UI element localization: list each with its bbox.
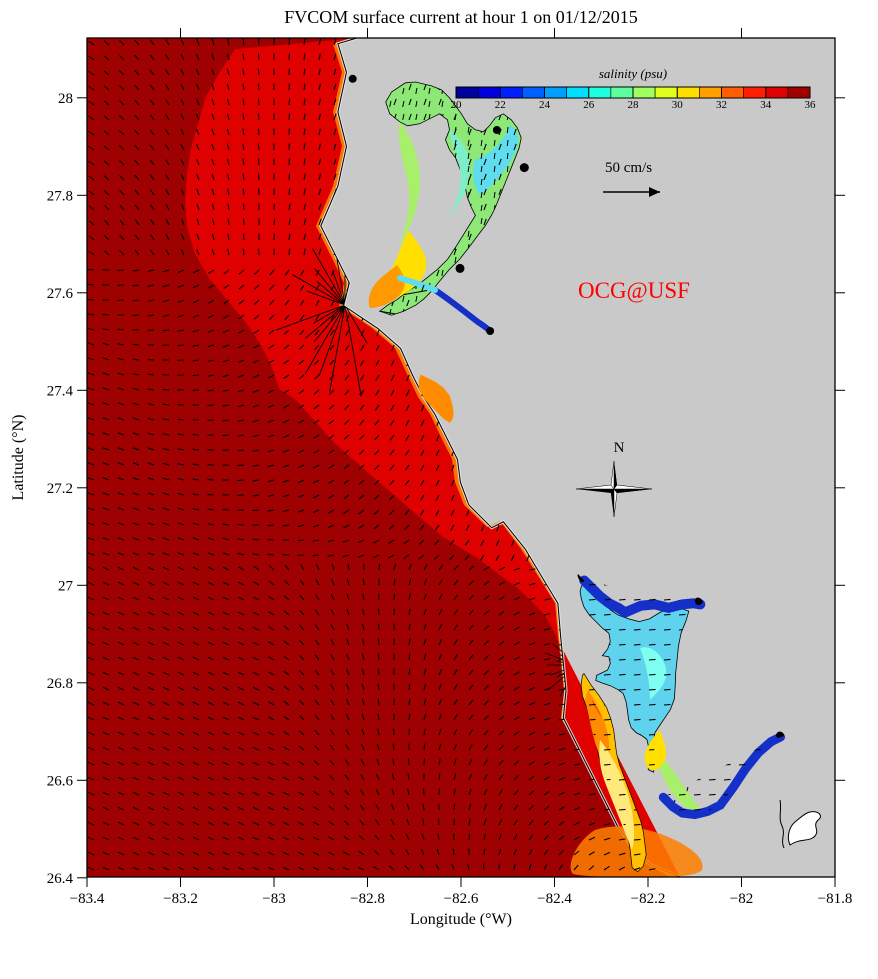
svg-text:27.8: 27.8 — [47, 188, 73, 204]
svg-text:26.4: 26.4 — [47, 871, 74, 887]
svg-text:50 cm/s: 50 cm/s — [605, 160, 652, 176]
svg-text:Longitude (°W): Longitude (°W) — [410, 911, 512, 928]
svg-text:Latitude (°N): Latitude (°N) — [10, 415, 27, 501]
svg-text:26.8: 26.8 — [47, 676, 73, 692]
svg-text:27.6: 27.6 — [47, 286, 74, 302]
svg-text:−83.2: −83.2 — [163, 891, 198, 907]
svg-text:26: 26 — [583, 99, 595, 111]
svg-text:OCG@USF: OCG@USF — [578, 278, 690, 303]
svg-text:N: N — [614, 440, 625, 456]
svg-text:32: 32 — [716, 99, 727, 111]
svg-text:−81.8: −81.8 — [818, 891, 853, 907]
svg-text:24: 24 — [539, 99, 551, 111]
svg-text:27.4: 27.4 — [47, 383, 74, 399]
svg-text:−83.4: −83.4 — [70, 891, 105, 907]
svg-text:salinity (psu): salinity (psu) — [599, 66, 667, 81]
svg-text:28: 28 — [628, 99, 640, 111]
svg-text:−82.8: −82.8 — [350, 891, 385, 907]
svg-text:−83: −83 — [262, 891, 285, 907]
svg-text:26.6: 26.6 — [47, 773, 74, 789]
svg-text:20: 20 — [451, 99, 463, 111]
svg-text:−82.2: −82.2 — [631, 891, 666, 907]
svg-text:27.2: 27.2 — [47, 481, 73, 497]
svg-text:−82: −82 — [730, 891, 753, 907]
svg-text:36: 36 — [805, 99, 817, 111]
svg-text:−82.4: −82.4 — [537, 891, 572, 907]
svg-text:34: 34 — [760, 99, 772, 111]
svg-text:−82.6: −82.6 — [444, 891, 479, 907]
svg-text:28: 28 — [58, 91, 73, 107]
svg-text:FVCOM surface current at hour: FVCOM surface current at hour 1 on 01/12… — [284, 7, 637, 27]
svg-text:30: 30 — [672, 99, 684, 111]
svg-text:27: 27 — [58, 578, 74, 594]
svg-text:22: 22 — [495, 99, 506, 111]
